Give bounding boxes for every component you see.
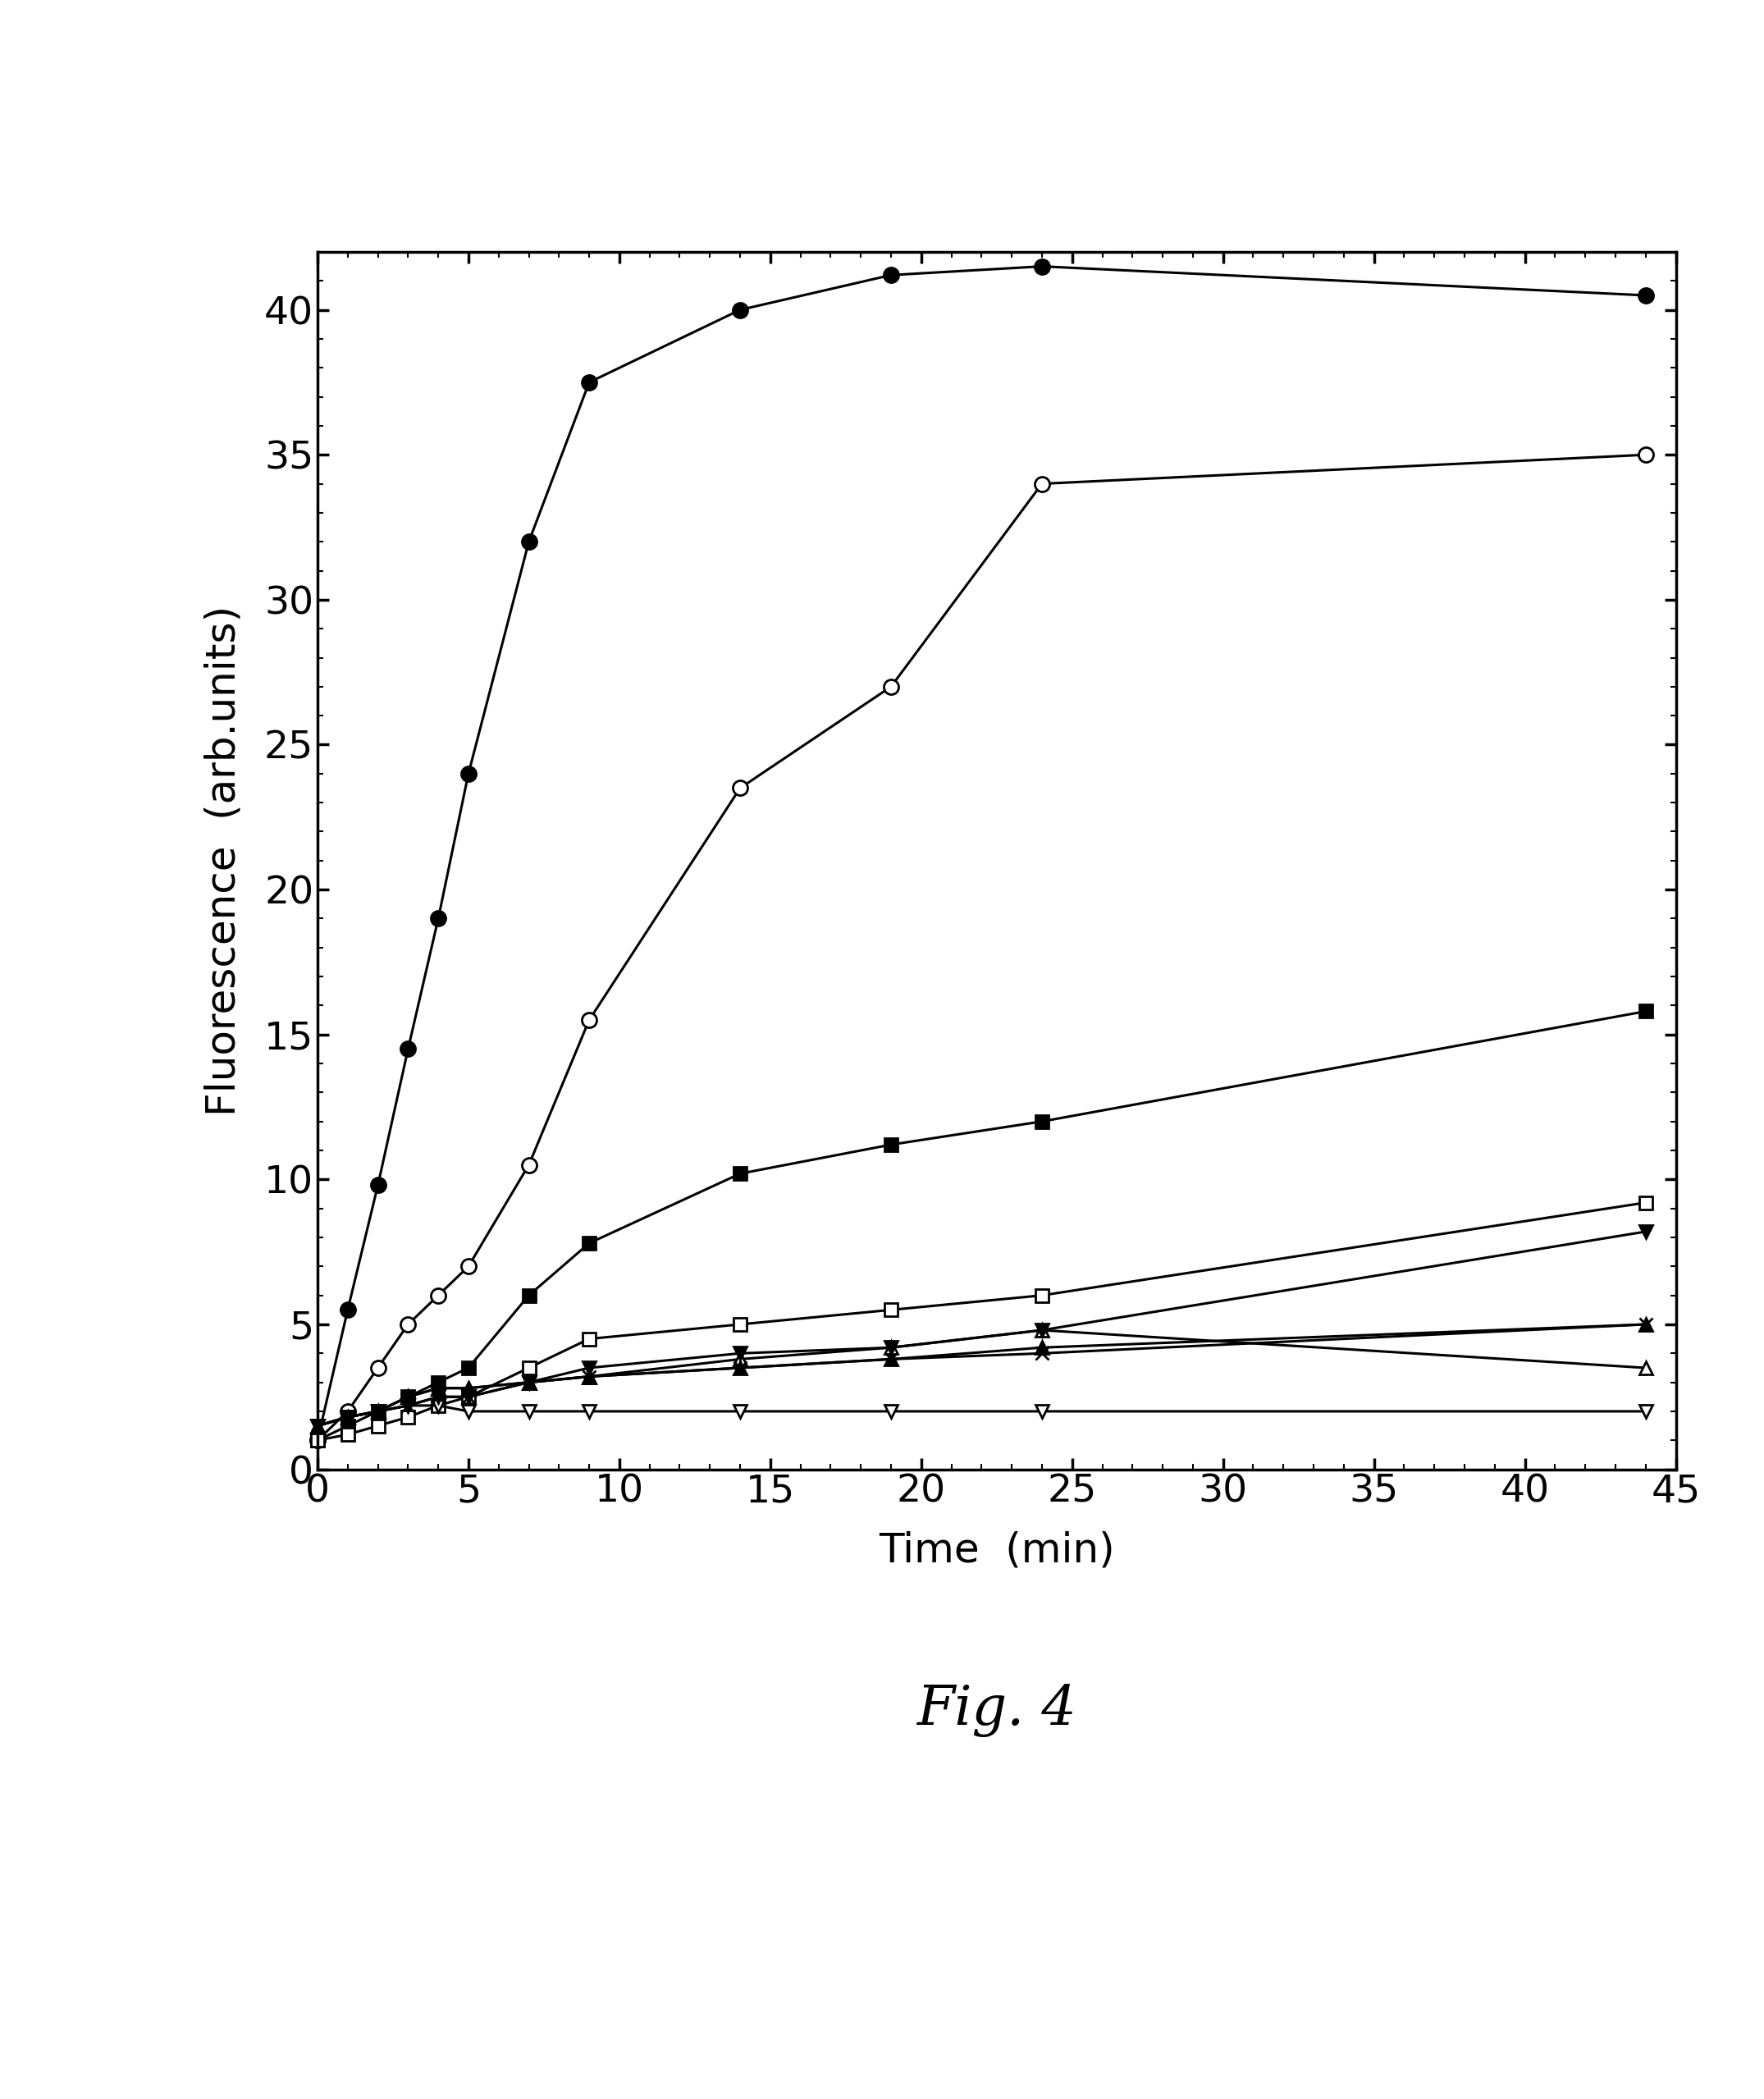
Text: Fig. 4: Fig. 4	[917, 1683, 1076, 1738]
X-axis label: Time  (min): Time (min)	[878, 1530, 1115, 1570]
Y-axis label: Fluorescence  (arb.units): Fluorescence (arb.units)	[205, 605, 243, 1117]
